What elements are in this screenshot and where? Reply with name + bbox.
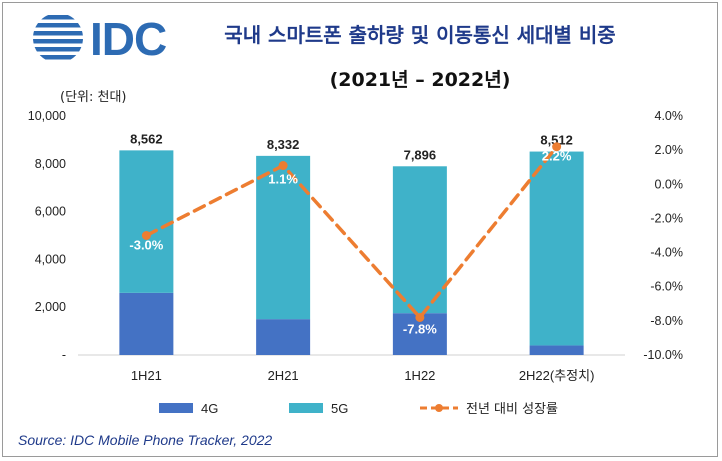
growth-label: -3.0% bbox=[129, 238, 163, 253]
growth-line bbox=[144, 144, 559, 321]
y-right-tick-label: -6.0% bbox=[650, 280, 683, 294]
legend-label-5g: 5G bbox=[331, 401, 348, 416]
y-left-tick-label: 6,000 bbox=[35, 205, 66, 219]
x-tick-label: 1H21 bbox=[131, 368, 162, 383]
y-right-tick-label: 2.0% bbox=[655, 143, 684, 157]
y-left-tick-label: 10,000 bbox=[28, 109, 66, 123]
growth-point bbox=[552, 142, 562, 152]
bar-total-label: 7,896 bbox=[404, 147, 437, 162]
legend-swatch-5g bbox=[289, 403, 323, 413]
bar-5g bbox=[119, 150, 174, 293]
x-tick-label: 2H22(추정치) bbox=[519, 368, 595, 383]
growth-point bbox=[278, 161, 288, 171]
y-right-tick-label: -4.0% bbox=[650, 246, 683, 260]
y-left-tick-label: 2,000 bbox=[35, 300, 66, 314]
y-right-tick-label: 0.0% bbox=[655, 177, 684, 191]
bar-4g bbox=[256, 319, 311, 355]
unit-label: (단위: 천대) bbox=[60, 90, 127, 105]
legend-label-4g: 4G bbox=[201, 401, 218, 416]
legend-marker-growth bbox=[435, 404, 443, 412]
y-left-tick-label: 8,000 bbox=[35, 157, 66, 171]
globe-icon bbox=[33, 15, 83, 60]
y-right-tick-label: -10.0% bbox=[643, 348, 683, 362]
bar-4g bbox=[529, 345, 584, 355]
growth-label: 2.2% bbox=[542, 149, 572, 164]
idc-logo: IDC bbox=[30, 10, 170, 66]
bar-5g bbox=[529, 151, 584, 346]
chart-subtitle: (2021년 – 2022년) bbox=[329, 69, 511, 91]
bar-5g bbox=[392, 166, 447, 314]
bar-total-label: 8,562 bbox=[130, 131, 163, 146]
y-left-tick-label: - bbox=[62, 348, 66, 362]
y-right-tick-label: -2.0% bbox=[650, 211, 683, 225]
bar-5g bbox=[256, 155, 311, 320]
growth-point bbox=[141, 231, 151, 240]
x-tick-label: 2H21 bbox=[268, 368, 299, 383]
y-left-tick-label: 4,000 bbox=[35, 252, 66, 266]
bar-total-label: 8,332 bbox=[267, 137, 300, 152]
y-right-tick-label: 4.0% bbox=[655, 109, 684, 123]
growth-point bbox=[415, 312, 425, 322]
bar-4g bbox=[119, 292, 174, 355]
chart-title: 국내 스마트폰 출하량 및 이동통신 세대별 비중 bbox=[224, 23, 616, 47]
growth-label: 1.1% bbox=[268, 172, 298, 187]
y-right-tick-label: -8.0% bbox=[650, 314, 683, 328]
legend-swatch-4g bbox=[159, 403, 193, 413]
logo-text: IDC bbox=[90, 13, 167, 65]
x-tick-label: 1H22 bbox=[404, 368, 435, 383]
growth-label: -7.8% bbox=[403, 321, 437, 336]
source-note: Source: IDC Mobile Phone Tracker, 2022 bbox=[18, 432, 273, 448]
legend-label-growth: 전년 대비 성장률 bbox=[466, 402, 558, 417]
bar-total-label: 8,512 bbox=[540, 133, 573, 148]
